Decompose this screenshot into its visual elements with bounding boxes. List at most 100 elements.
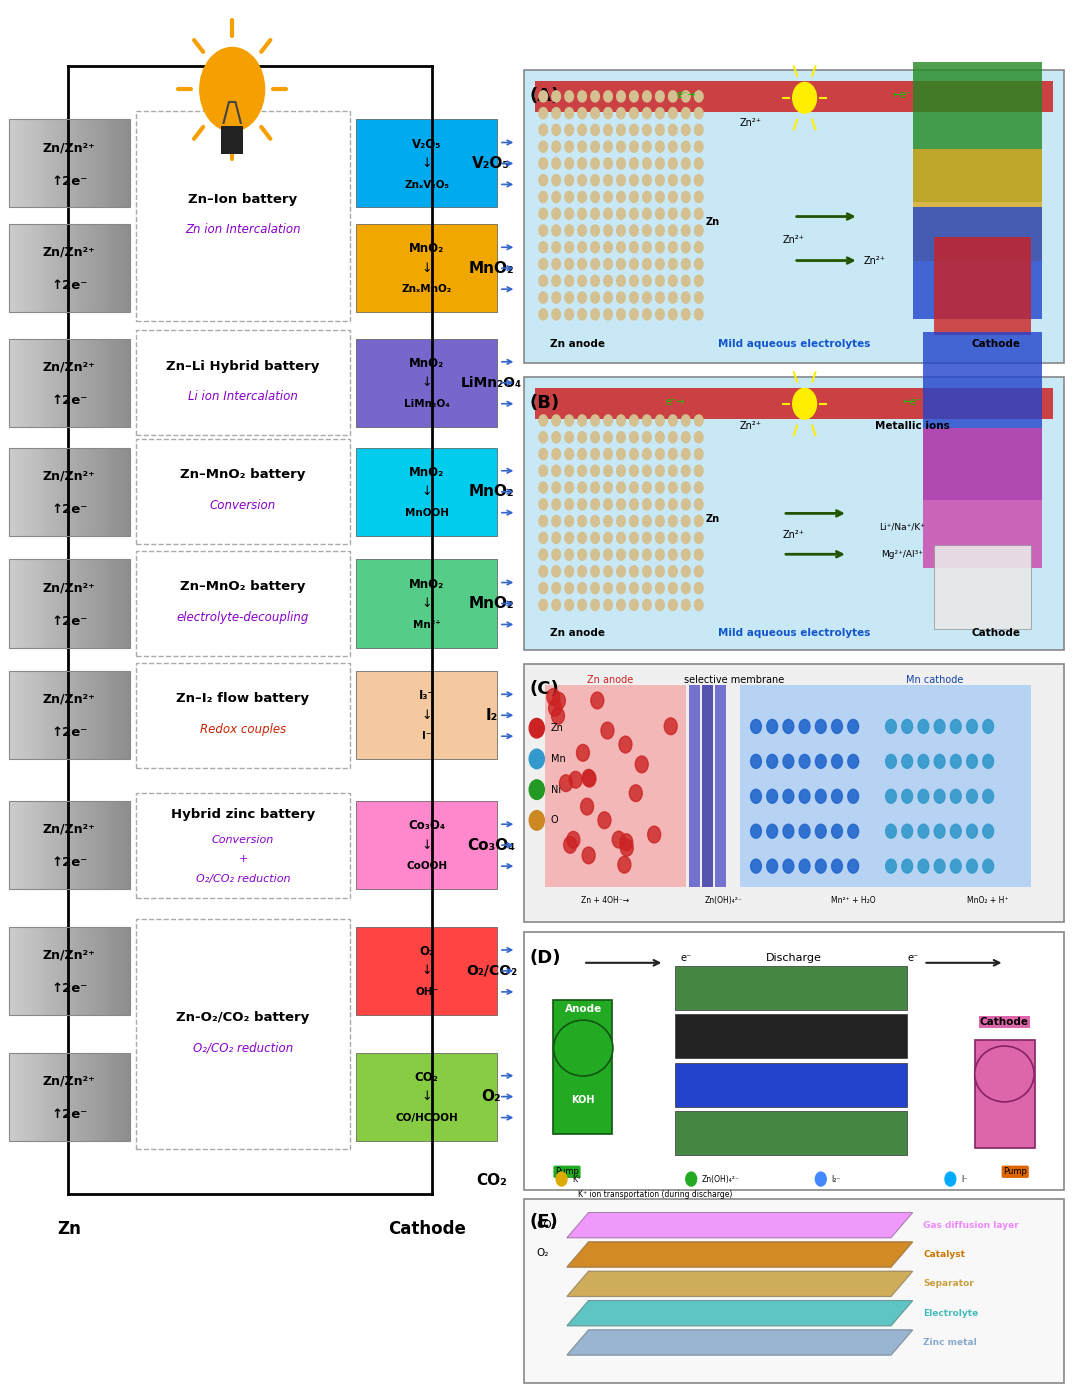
Bar	[41, 928, 45, 1014]
Circle shape	[565, 432, 573, 443]
Circle shape	[617, 158, 625, 169]
Circle shape	[630, 415, 638, 426]
Bar	[81, 339, 85, 427]
Circle shape	[656, 432, 664, 443]
Bar	[21, 1053, 25, 1140]
Circle shape	[591, 292, 599, 303]
Bar	[21, 447, 25, 535]
Bar	[73, 802, 77, 888]
Circle shape	[669, 482, 677, 493]
Bar	[923, 429, 1042, 567]
Bar	[73, 119, 77, 208]
Circle shape	[648, 826, 661, 842]
Circle shape	[529, 780, 544, 799]
Bar	[9, 671, 130, 760]
Circle shape	[886, 754, 896, 768]
Bar	[9, 802, 13, 888]
Circle shape	[529, 718, 544, 738]
Circle shape	[565, 499, 573, 510]
Text: I₃⁻: I₃⁻	[419, 689, 434, 703]
Circle shape	[694, 191, 703, 203]
Bar	[41, 119, 45, 208]
Circle shape	[918, 789, 929, 803]
Bar	[97, 1053, 102, 1140]
Circle shape	[918, 754, 929, 768]
Bar	[41, 447, 45, 535]
Text: Zn anode: Zn anode	[551, 339, 605, 349]
Circle shape	[591, 208, 599, 219]
Circle shape	[617, 515, 625, 527]
Circle shape	[751, 824, 761, 838]
Circle shape	[950, 859, 961, 873]
Text: Discharge: Discharge	[766, 953, 822, 963]
Circle shape	[669, 141, 677, 152]
Circle shape	[565, 566, 573, 577]
Text: O₂/CO₂: O₂/CO₂	[465, 964, 517, 978]
Text: Zn²⁺: Zn²⁺	[740, 422, 761, 432]
Circle shape	[694, 599, 703, 610]
Bar	[113, 560, 118, 648]
Bar	[81, 119, 85, 208]
Bar	[13, 1053, 16, 1140]
Circle shape	[656, 108, 664, 119]
Bar	[45, 224, 49, 312]
Circle shape	[694, 583, 703, 594]
Circle shape	[767, 789, 778, 803]
Circle shape	[539, 108, 548, 119]
Bar	[49, 447, 53, 535]
Text: MnO₂: MnO₂	[469, 261, 514, 275]
Bar	[29, 671, 32, 760]
Circle shape	[902, 754, 913, 768]
Bar	[16, 928, 21, 1014]
Circle shape	[630, 208, 638, 219]
Bar	[9, 560, 130, 648]
Circle shape	[832, 789, 842, 803]
Bar	[106, 1053, 109, 1140]
Bar	[109, 1053, 113, 1140]
Circle shape	[552, 549, 561, 560]
Circle shape	[656, 309, 664, 320]
Bar	[125, 447, 130, 535]
Circle shape	[643, 208, 651, 219]
Circle shape	[643, 448, 651, 460]
Bar	[85, 119, 90, 208]
Bar	[25, 1053, 29, 1140]
Bar	[122, 224, 125, 312]
Circle shape	[604, 124, 612, 136]
Bar	[356, 447, 497, 535]
Circle shape	[983, 824, 994, 838]
Circle shape	[669, 566, 677, 577]
Bar	[29, 928, 32, 1014]
Circle shape	[539, 158, 548, 169]
Bar	[37, 447, 41, 535]
Bar	[9, 1053, 13, 1140]
Bar	[57, 339, 62, 427]
Circle shape	[681, 124, 690, 136]
Bar	[32, 447, 37, 535]
Circle shape	[612, 831, 625, 848]
Text: e⁻: e⁻	[680, 953, 691, 963]
Bar	[29, 339, 32, 427]
Circle shape	[694, 225, 703, 236]
Circle shape	[669, 258, 677, 270]
Bar	[77, 339, 81, 427]
Circle shape	[669, 158, 677, 169]
Text: ↓: ↓	[421, 597, 432, 610]
Bar	[62, 119, 65, 208]
Text: ↑2e⁻: ↑2e⁻	[51, 175, 87, 187]
Bar	[102, 560, 106, 648]
Circle shape	[552, 499, 561, 510]
Circle shape	[539, 91, 548, 102]
Text: (E): (E)	[529, 1213, 558, 1231]
Circle shape	[681, 208, 690, 219]
Bar	[77, 928, 81, 1014]
Text: Co₃O₄: Co₃O₄	[468, 838, 515, 852]
Circle shape	[681, 191, 690, 203]
Bar	[118, 560, 122, 648]
Bar	[9, 928, 13, 1014]
Bar	[9, 671, 13, 760]
Bar	[69, 224, 73, 312]
Circle shape	[552, 309, 561, 320]
Circle shape	[539, 566, 548, 577]
Circle shape	[681, 465, 690, 476]
